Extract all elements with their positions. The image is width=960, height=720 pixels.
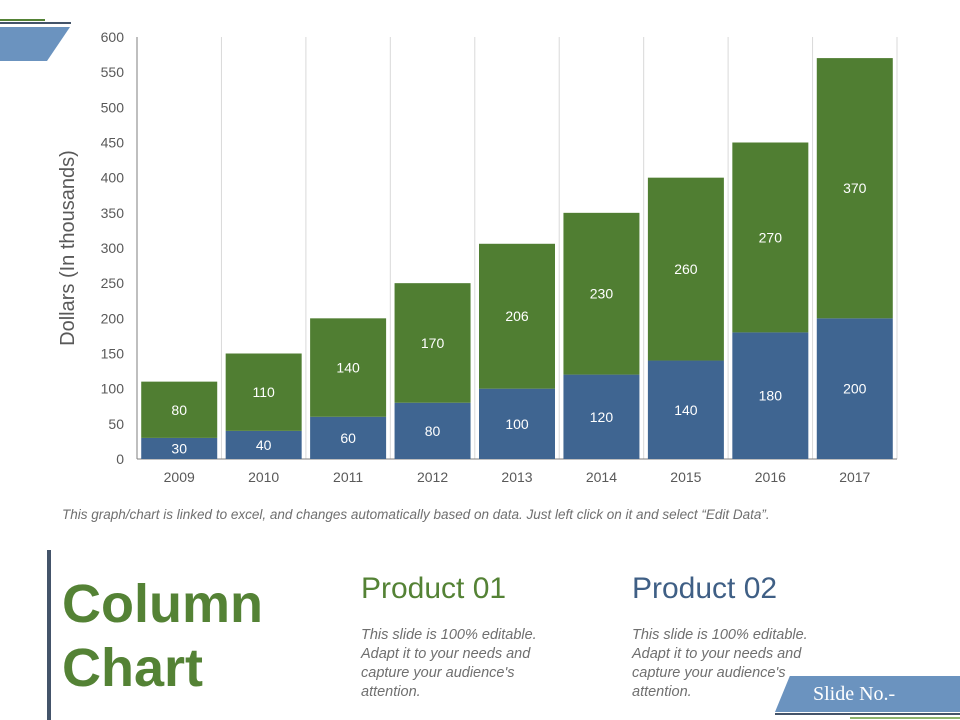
y-tick-label: 200	[101, 310, 125, 326]
footer-line-blue	[775, 713, 960, 715]
y-tick-label: 350	[101, 205, 125, 221]
data-label: 100	[505, 416, 529, 432]
y-tick-label: 400	[101, 170, 125, 186]
data-label: 180	[759, 388, 783, 404]
bar-2017-series-2	[816, 58, 893, 319]
bar-2011-series-1	[310, 416, 387, 459]
data-label: 60	[340, 430, 356, 446]
data-label: 80	[171, 402, 187, 418]
bar-2011-series-2	[310, 318, 387, 417]
x-tick-label: 2009	[164, 469, 195, 485]
data-label: 260	[674, 261, 698, 277]
product-02-text: This slide is 100% editable. Adapt it to…	[632, 627, 808, 700]
x-tick-label: 2016	[755, 469, 786, 485]
data-label: 110	[253, 384, 276, 400]
bar-2016-series-2	[732, 142, 809, 333]
data-label: 370	[843, 180, 867, 196]
bar-2010-series-2	[225, 353, 302, 431]
y-tick-label: 250	[101, 275, 125, 291]
x-tick-label: 2011	[333, 469, 363, 485]
x-tick-label: 2012	[417, 469, 448, 485]
bar-2013-series-1	[479, 388, 555, 459]
bar-2016-series-1	[732, 332, 809, 459]
product-02-heading: Product 02	[632, 572, 778, 605]
y-tick-label: 500	[101, 99, 125, 115]
y-tick-label: 550	[101, 64, 125, 80]
bar-2017-series-1	[816, 318, 893, 459]
slide-number: Slide No.-	[775, 676, 960, 712]
y-tick-label: 50	[108, 416, 124, 432]
bar-2009-series-1	[141, 437, 218, 459]
product-01-text: This slide is 100% editable. Adapt it to…	[361, 627, 537, 700]
data-label: 206	[505, 308, 529, 324]
x-tick-label: 2014	[586, 469, 617, 485]
data-label: 80	[425, 423, 441, 439]
corner-banner	[0, 27, 70, 61]
data-label: 140	[336, 360, 360, 376]
y-tick-label: 100	[101, 381, 125, 397]
bar-2013-series-2	[479, 243, 555, 389]
y-tick-label: 450	[101, 135, 125, 151]
y-tick-label: 600	[101, 29, 125, 45]
title-accent-bar	[47, 550, 51, 720]
x-tick-label: 2017	[839, 469, 870, 485]
y-tick-label: 150	[101, 346, 125, 362]
bar-2014-series-1	[563, 374, 640, 459]
bar-2009-series-2	[141, 381, 218, 438]
slide-title: Column Chart	[62, 572, 292, 700]
data-label: 170	[421, 335, 445, 351]
y-tick-label: 300	[101, 240, 125, 256]
x-tick-label: 2015	[670, 469, 701, 485]
data-label: 270	[759, 229, 783, 245]
data-label: 120	[590, 409, 614, 425]
data-label: 230	[590, 286, 614, 302]
bar-2012-series-2	[394, 283, 471, 403]
chart-note: This graph/chart is linked to excel, and…	[62, 507, 770, 522]
bar-2010-series-1	[225, 430, 302, 459]
bar-2012-series-1	[394, 402, 471, 459]
product-01-heading: Product 01	[361, 572, 507, 605]
column-chart[interactable]: 0 50 100 150 200 250 300 350 400 450 500 550 600 2009…	[0, 0, 960, 500]
y-tick-label: 0	[116, 451, 124, 467]
bar-2014-series-2	[563, 212, 640, 375]
title-text: Column Chart	[62, 574, 263, 698]
data-label: 140	[674, 402, 698, 418]
data-label: 30	[171, 440, 187, 456]
bar-2015-series-2	[647, 177, 724, 361]
y-axis-label: Dollars (In thousands)	[57, 150, 79, 346]
footer-line-green	[850, 717, 960, 719]
data-label: 200	[843, 381, 867, 397]
x-tick-label: 2013	[501, 469, 532, 485]
bar-2015-series-1	[647, 360, 724, 459]
data-label: 40	[256, 437, 272, 453]
x-tick-label: 2010	[248, 469, 279, 485]
